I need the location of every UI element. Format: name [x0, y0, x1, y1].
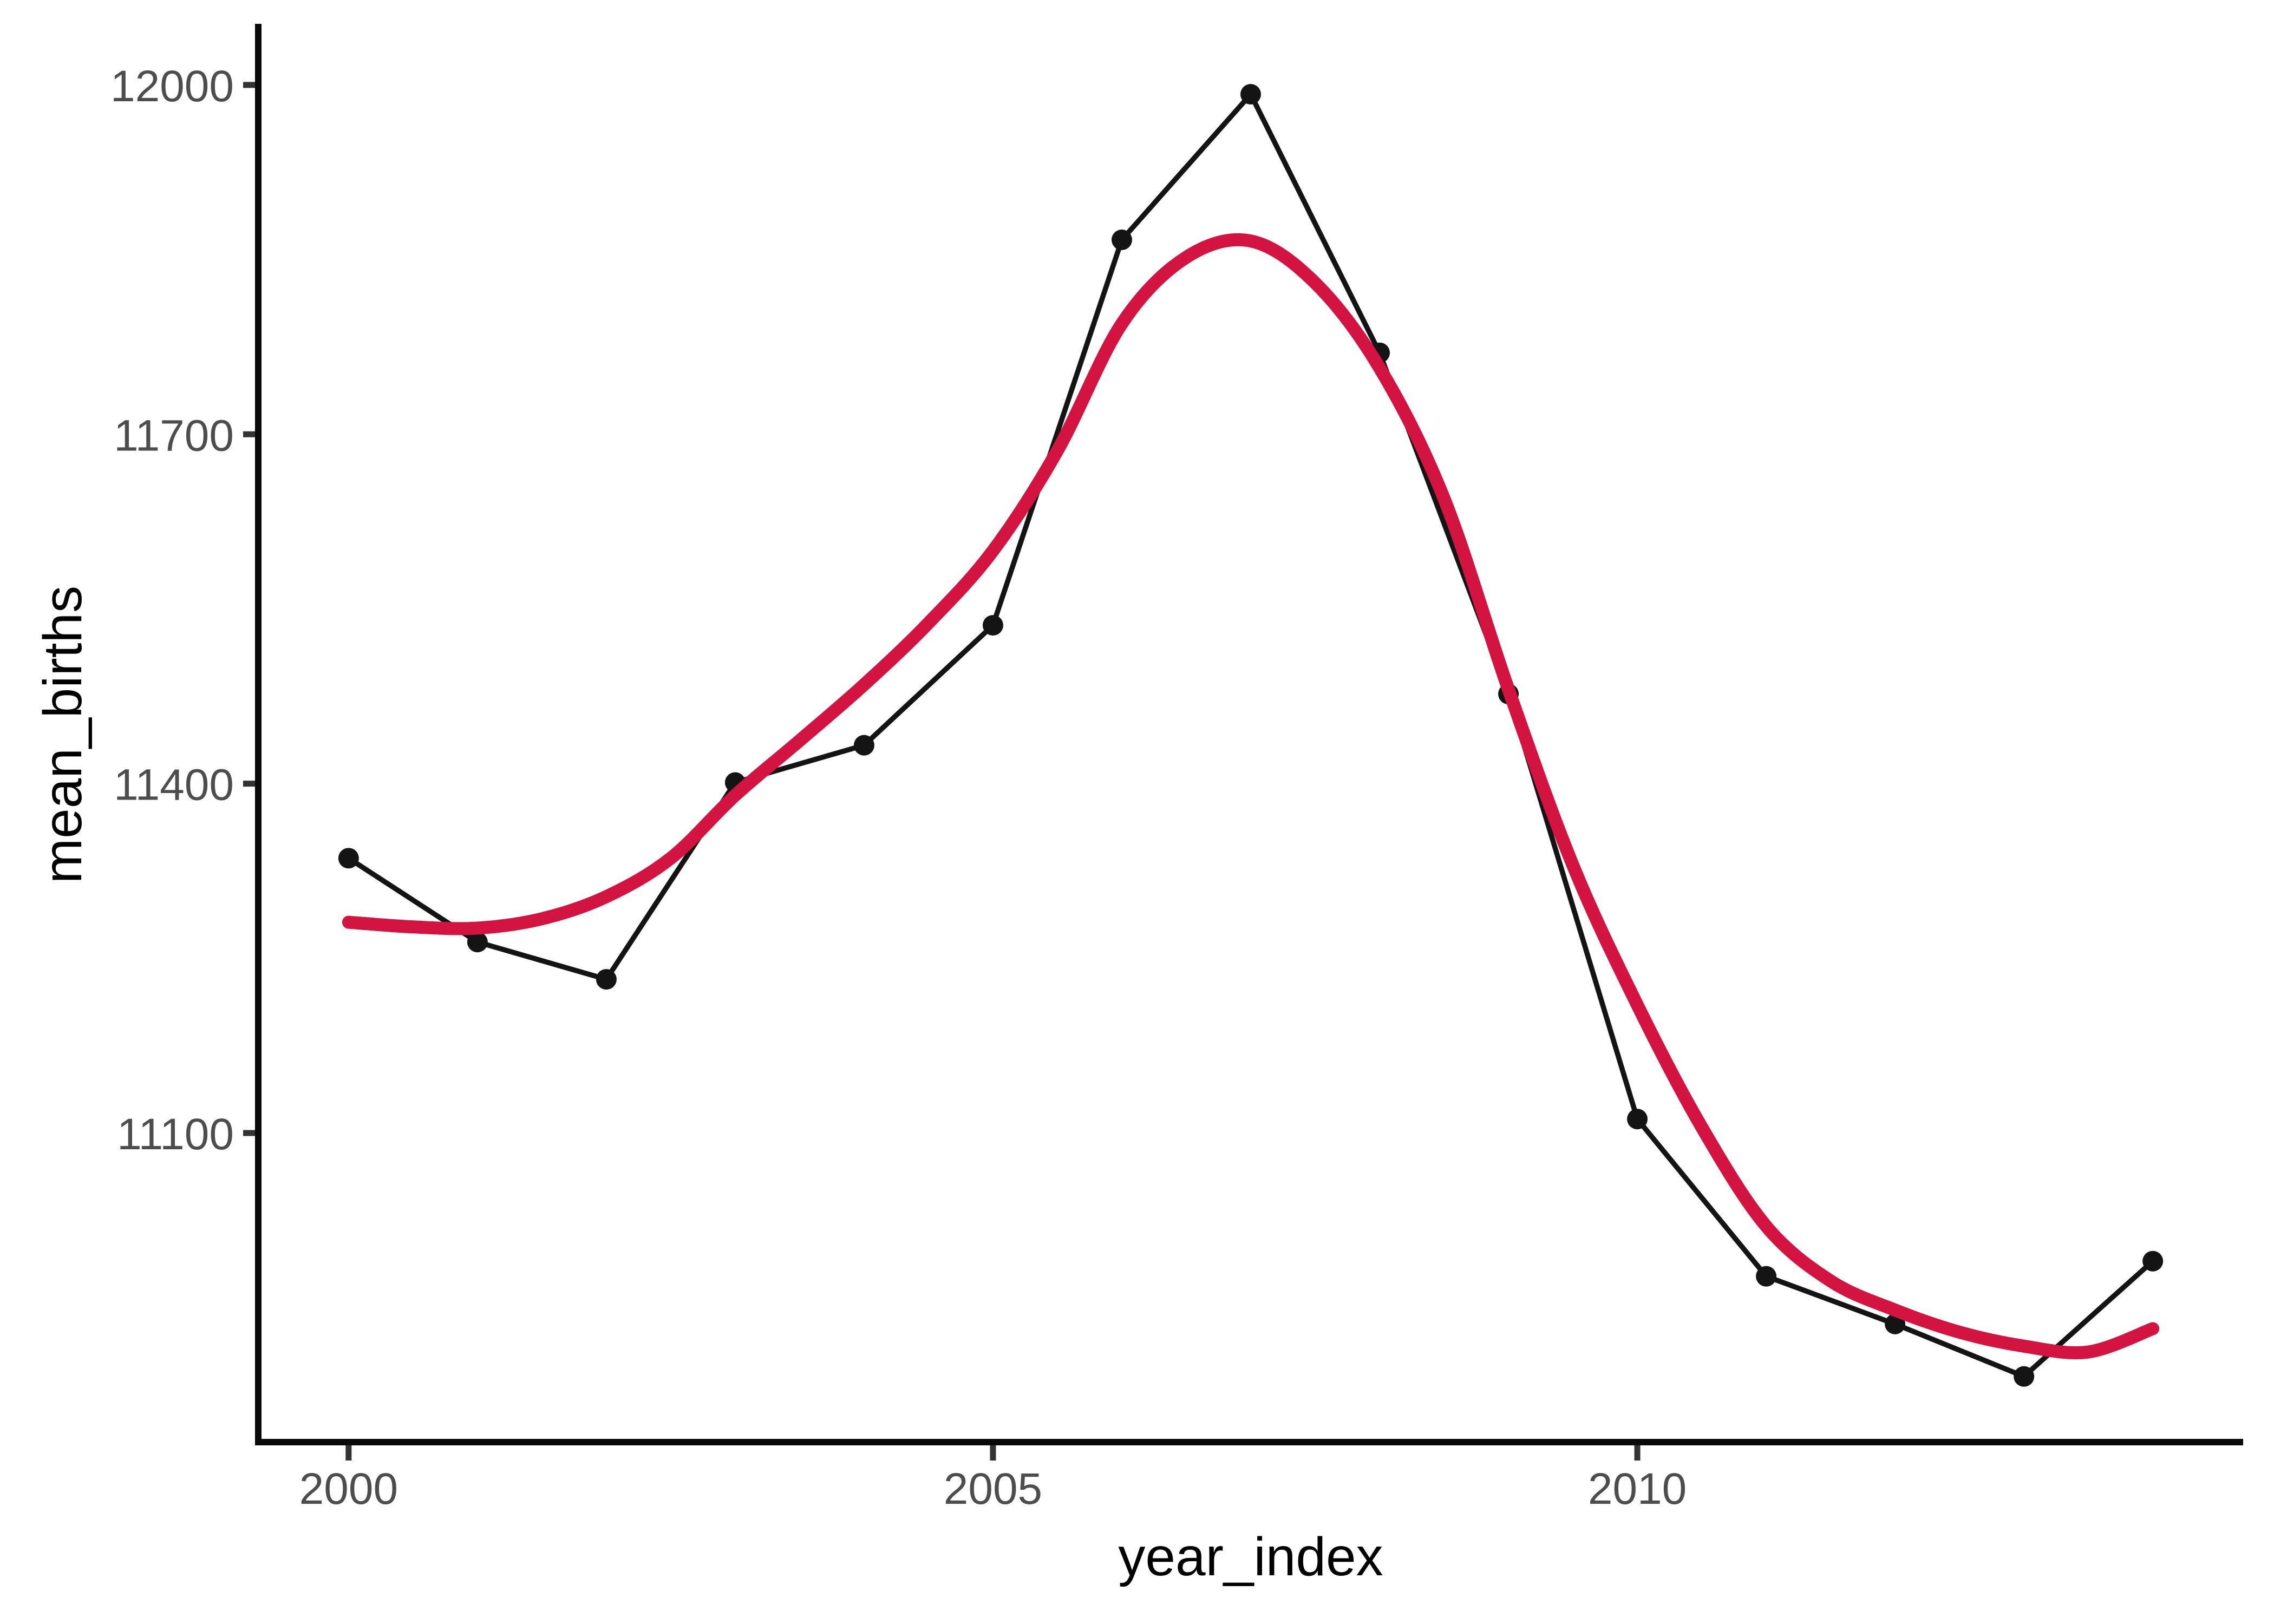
data-point	[1627, 1109, 1648, 1130]
x-tick-label: 2010	[1588, 1464, 1687, 1514]
data-point	[1111, 230, 1132, 251]
data-point	[467, 932, 488, 953]
x-axis: 2000 2005 2010	[255, 1439, 2243, 1514]
data-point	[982, 615, 1003, 636]
x-tick-label: 2000	[299, 1464, 398, 1514]
y-tick-label: 11400	[114, 761, 234, 810]
y-tick-label: 11100	[117, 1110, 234, 1159]
data-point	[2142, 1250, 2164, 1272]
x-axis-title: year_index	[1118, 1527, 1383, 1587]
data-point	[853, 735, 874, 756]
data-point	[338, 848, 359, 869]
data-point	[1756, 1266, 1777, 1287]
data-point	[1240, 84, 1261, 105]
y-tick-label: 12000	[110, 62, 234, 111]
y-axis-title: mean_births	[32, 586, 93, 883]
data-point	[2014, 1366, 2035, 1387]
y-axis: 11100 11400 11700 12000	[110, 24, 262, 1445]
loess-smooth-line	[342, 233, 2160, 1359]
data-point	[596, 969, 617, 990]
y-tick-label: 11700	[114, 411, 234, 460]
x-tick-label: 2005	[944, 1464, 1042, 1514]
